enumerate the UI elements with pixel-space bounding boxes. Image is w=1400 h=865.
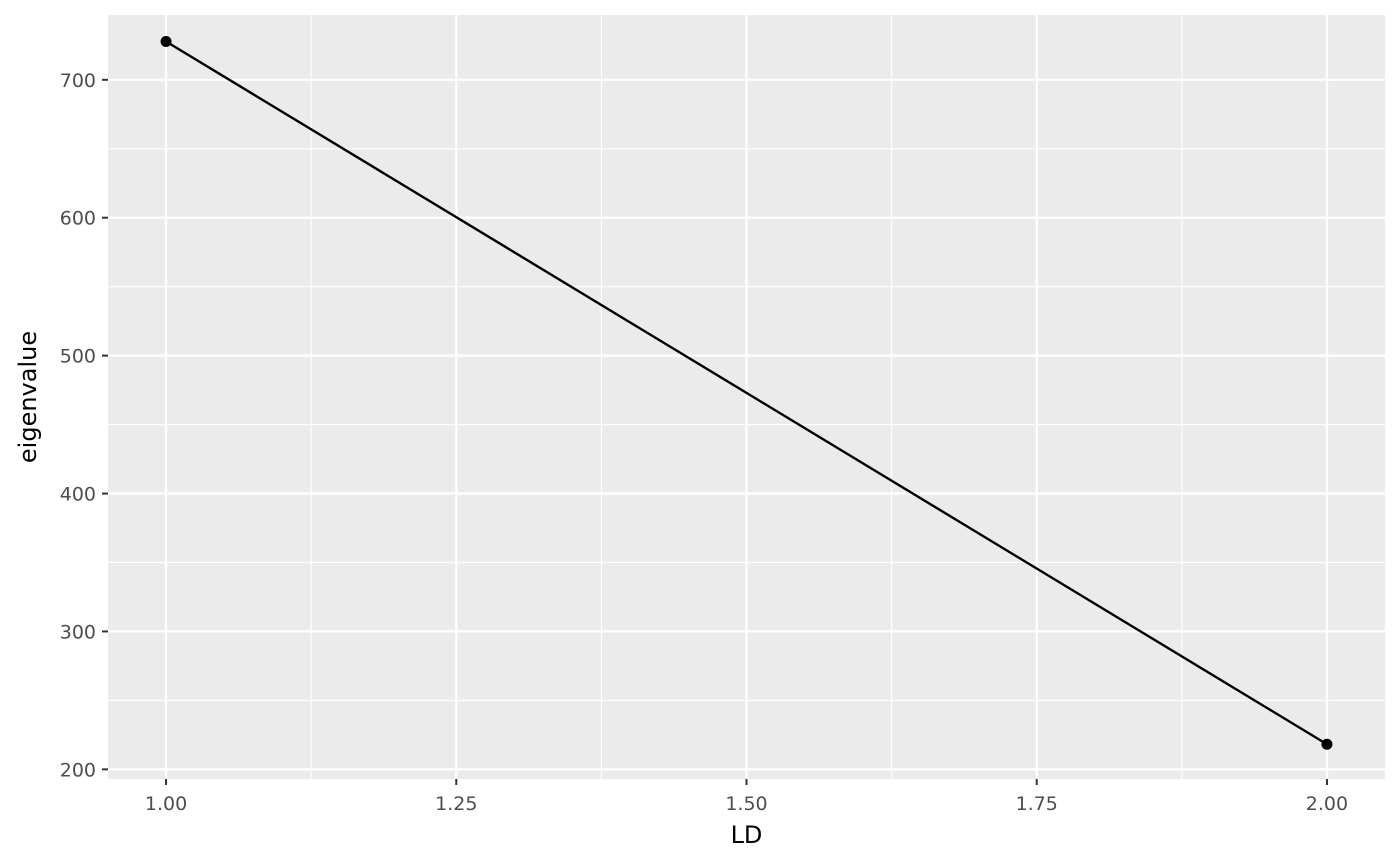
x-tick-label: 1.25: [435, 793, 477, 815]
data-point: [1321, 738, 1333, 750]
y-tick-label: 400: [60, 484, 96, 506]
y-tick-label: 500: [60, 346, 96, 368]
y-tick-label: 200: [60, 759, 96, 781]
major-gridlines: [108, 15, 1385, 779]
x-axis-title: LD: [731, 821, 763, 849]
y-tick-label: 700: [60, 70, 96, 92]
y-axis-tick-labels: 200 300 400 500 600 700: [60, 70, 96, 782]
series-line: [165, 40, 1328, 746]
axis-ticks: [102, 78, 1328, 785]
y-axis-title: eigenvalue: [14, 331, 42, 463]
y-tick-label: 300: [60, 621, 96, 643]
x-tick-label: 1.75: [1016, 793, 1058, 815]
series-layer: [160, 35, 1333, 750]
x-tick-label: 1.00: [145, 793, 187, 815]
x-axis-tick-labels: 1.00 1.25 1.50 1.75 2.00: [145, 793, 1348, 815]
x-tick-label: 2.00: [1306, 793, 1348, 815]
y-tick-label: 600: [60, 208, 96, 230]
data-point: [160, 35, 172, 47]
x-tick-label: 1.50: [725, 793, 767, 815]
